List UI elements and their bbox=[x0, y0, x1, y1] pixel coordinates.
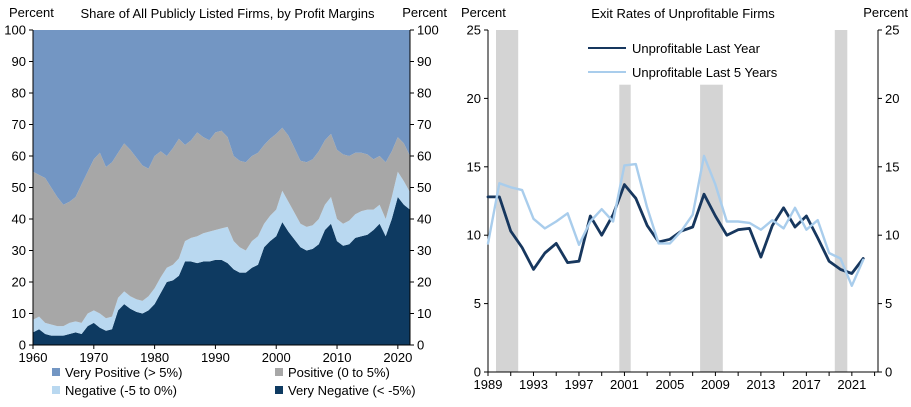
legend-profit-margins: Very Positive (> 5%) Positive (0 to 5%) Ne… bbox=[0, 365, 455, 405]
y-tick-label: 20 bbox=[885, 91, 899, 106]
x-tick-label: 1997 bbox=[565, 377, 594, 392]
y-axis-unit-left: Percent bbox=[461, 5, 506, 20]
area-very-negative-5 bbox=[33, 197, 410, 345]
chart-title-profit-margins: Share of All Publicly Listed Firms, by P… bbox=[80, 6, 375, 21]
panel-exit-rates: 0 0 5 5 10 10 15 15 20 20 25 25 1989 1993 1997 2001 2005… bbox=[455, 0, 911, 407]
legend-item-very-positive-5: Very Positive (> 5%) bbox=[52, 365, 182, 381]
legend-swatch-very-positive-5 bbox=[52, 368, 60, 376]
y-tick-label: 80 bbox=[12, 86, 26, 101]
y-axis-unit-right: Percent bbox=[863, 5, 908, 20]
x-tick-label: 2005 bbox=[655, 377, 684, 392]
legend-label: Very Negative (< -5%) bbox=[288, 383, 416, 398]
y-tick-label: 0 bbox=[19, 338, 26, 353]
legend-item-positive-0-to-5: Positive (0 to 5%) bbox=[275, 365, 390, 381]
legend-label: Unprofitable Last 5 Years bbox=[632, 64, 778, 80]
y-tick-label: 30 bbox=[417, 243, 431, 258]
area-positive-0-to-5 bbox=[33, 127, 410, 327]
legend-label: Unprofitable Last Year bbox=[632, 40, 760, 56]
y-tick-label: 25 bbox=[885, 23, 899, 38]
y-tick-label: 70 bbox=[12, 117, 26, 132]
exit-rates-chart: 0 0 5 5 10 10 15 15 20 20 25 25 1989 1993 1997 2001 2005… bbox=[467, 23, 900, 393]
legend-item-negative-5-to-0: Negative (-5 to 0%) bbox=[52, 383, 177, 399]
legend-swatch-negative-5-to-0 bbox=[52, 386, 60, 394]
line-unprofitable-last-5-years bbox=[486, 154, 865, 287]
axis-frame bbox=[487, 30, 879, 373]
y-tick-label: 10 bbox=[12, 306, 26, 321]
recession-bar bbox=[496, 30, 519, 372]
y-tick-label: 60 bbox=[12, 149, 26, 164]
x-tick-label: 1990 bbox=[201, 350, 230, 365]
y-tick-label: 80 bbox=[417, 86, 431, 101]
x-tick-label: 2000 bbox=[262, 350, 291, 365]
y-tick-label: 25 bbox=[467, 23, 481, 38]
legend-line-swatch-unprofitable-last-year bbox=[588, 46, 626, 50]
x-tick-label: 2017 bbox=[792, 377, 821, 392]
x-tick-label: 2020 bbox=[383, 350, 412, 365]
y-tick-label: 10 bbox=[885, 228, 899, 243]
y-axis-unit-right: Percent bbox=[402, 5, 447, 20]
y-tick-label: 90 bbox=[417, 54, 431, 69]
y-tick-label: 0 bbox=[885, 365, 892, 380]
y-tick-label: 100 bbox=[4, 23, 26, 38]
y-tick-label: 60 bbox=[417, 149, 431, 164]
x-tick-label: 2010 bbox=[323, 350, 352, 365]
line-unprofitable-last-year bbox=[486, 183, 865, 275]
recession-bar bbox=[619, 84, 631, 372]
y-tick-label: 15 bbox=[885, 159, 899, 174]
x-tick-label: 1970 bbox=[79, 350, 108, 365]
legend-label: Negative (-5 to 0%) bbox=[65, 383, 177, 398]
panel-profit-margins: 0 0 10 10 20 20 30 30 40 40 50 50 60 60 70 70 80 80 90 90 10… bbox=[0, 0, 455, 407]
legend-swatch-positive-0-to-5 bbox=[275, 368, 283, 376]
y-tick-label: 30 bbox=[12, 243, 26, 258]
y-tick-label: 50 bbox=[12, 180, 26, 195]
legend-item-unprofitable-last-5-years: Unprofitable Last 5 Years bbox=[588, 60, 777, 84]
y-tick-label: 20 bbox=[12, 275, 26, 290]
chart-title-exit-rates: Exit Rates of Unprofitable Firms bbox=[591, 6, 775, 21]
y-tick-label: 50 bbox=[417, 180, 431, 195]
x-tick-label: 2009 bbox=[701, 377, 730, 392]
legend-label: Positive (0 to 5%) bbox=[288, 365, 390, 380]
legend-line-swatch-unprofitable-last-5-years bbox=[588, 70, 626, 74]
y-tick-label: 15 bbox=[467, 159, 481, 174]
y-tick-label: 0 bbox=[474, 365, 481, 380]
y-tick-label: 70 bbox=[417, 117, 431, 132]
x-tick-label: 1980 bbox=[140, 350, 169, 365]
area-very-positive-5 bbox=[33, 30, 410, 205]
x-tick-label: 2013 bbox=[746, 377, 775, 392]
y-axis-unit-left: Percent bbox=[9, 5, 54, 20]
y-tick-label: 90 bbox=[12, 54, 26, 69]
y-tick-label: 10 bbox=[467, 228, 481, 243]
legend-label: Very Positive (> 5%) bbox=[65, 365, 183, 380]
y-tick-label: 20 bbox=[417, 275, 431, 290]
x-tick-label: 2001 bbox=[610, 377, 639, 392]
y-tick-label: 20 bbox=[467, 91, 481, 106]
legend-swatch-very-negative-5 bbox=[275, 386, 283, 394]
y-tick-label: 40 bbox=[417, 212, 431, 227]
x-tick-label: 2021 bbox=[837, 377, 866, 392]
y-tick-label: 0 bbox=[417, 338, 424, 353]
recession-bar bbox=[834, 30, 848, 372]
y-tick-label: 5 bbox=[885, 296, 892, 311]
x-tick-label: 1993 bbox=[519, 377, 548, 392]
y-tick-label: 100 bbox=[417, 23, 439, 38]
area-negative-5-to-0 bbox=[33, 171, 410, 336]
legend-item-unprofitable-last-year: Unprofitable Last Year bbox=[588, 36, 777, 60]
legend-exit-rates: Unprofitable Last Year Unprofitable Last … bbox=[588, 36, 777, 84]
x-tick-label: 1960 bbox=[19, 350, 48, 365]
recession-bar bbox=[700, 84, 723, 372]
y-tick-label: 5 bbox=[474, 296, 481, 311]
x-tick-label: 1989 bbox=[474, 377, 503, 392]
y-tick-label: 10 bbox=[417, 306, 431, 321]
legend-item-very-negative-5: Very Negative (< -5%) bbox=[275, 383, 416, 399]
y-tick-label: 40 bbox=[12, 212, 26, 227]
